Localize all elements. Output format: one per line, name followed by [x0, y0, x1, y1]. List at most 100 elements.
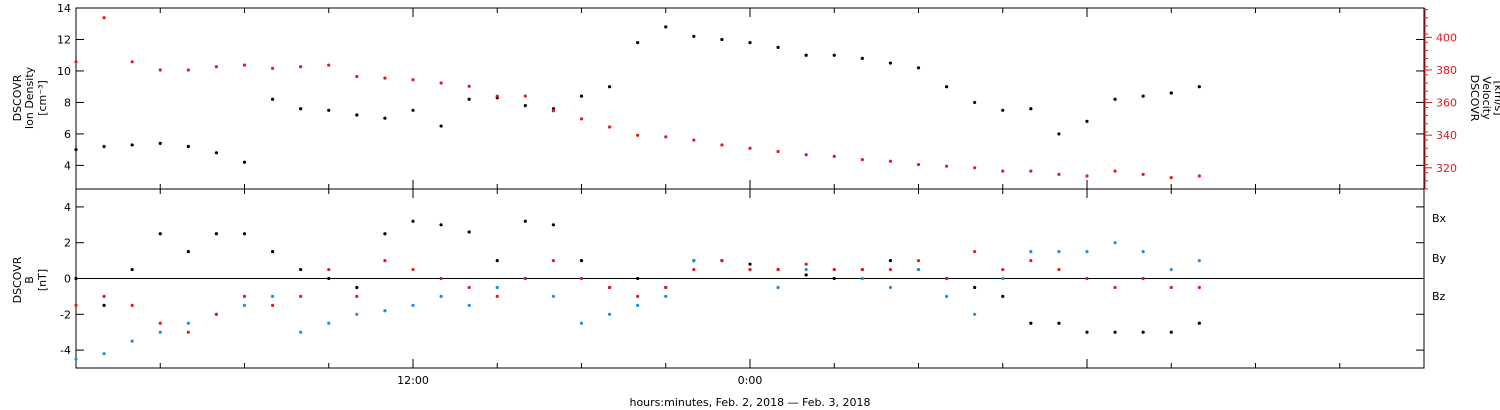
data-point — [748, 267, 752, 272]
data-point — [579, 259, 584, 263]
data-point — [636, 294, 640, 298]
data-point — [860, 56, 864, 60]
data-point — [299, 107, 303, 111]
legend-bz: Bz — [1432, 290, 1446, 303]
data-point — [158, 232, 162, 236]
data-point — [1085, 330, 1089, 334]
data-point — [186, 321, 190, 325]
bfield-axis-label-line2: B — [23, 276, 36, 284]
data-point — [355, 113, 359, 117]
data-point — [467, 230, 471, 234]
top-panel-frame — [75, 7, 1425, 190]
data-point — [355, 294, 359, 298]
data-point — [102, 352, 106, 356]
data-point — [748, 41, 752, 45]
data-point — [664, 135, 668, 139]
data-point — [439, 223, 443, 227]
data-point — [74, 357, 78, 361]
y-tick-label: 8 — [64, 96, 71, 109]
y-tick-label: 2 — [64, 237, 71, 250]
chart-marks: 4 6 8 10 12 14 320 340 360 380 400 12:00 0:00 -4 -2 0 2 4 — [57, 2, 1457, 387]
y-tick-label: 12 — [57, 33, 71, 46]
data-point — [916, 162, 921, 167]
data-point — [888, 285, 893, 290]
y-tick-label: -2 — [60, 308, 71, 321]
data-point — [1085, 174, 1089, 178]
data-point — [664, 25, 668, 29]
data-point — [523, 276, 527, 281]
data-point — [214, 232, 219, 236]
y-tick-label: -4 — [60, 344, 71, 357]
data-point — [1057, 321, 1061, 325]
data-point — [214, 312, 219, 316]
data-point — [1169, 330, 1173, 334]
data-point — [776, 45, 780, 49]
data-point — [411, 267, 415, 272]
data-point — [579, 117, 584, 121]
data-point — [327, 267, 331, 272]
data-point — [467, 285, 471, 290]
data-point — [944, 164, 949, 168]
data-point — [1057, 250, 1061, 254]
data-point — [607, 312, 612, 316]
data-point — [523, 103, 527, 108]
data-point — [355, 312, 359, 316]
data-point — [270, 66, 275, 70]
legend-bx: Bx — [1432, 212, 1447, 225]
data-point — [748, 262, 752, 266]
data-point — [383, 232, 387, 236]
data-point — [495, 259, 499, 263]
data-point — [692, 267, 696, 272]
data-point — [158, 330, 162, 334]
data-point — [636, 303, 640, 307]
data-point — [1029, 169, 1033, 173]
data-point — [439, 81, 443, 85]
data-point — [692, 138, 696, 142]
data-point — [1169, 175, 1173, 180]
data-point — [776, 267, 780, 272]
data-point — [944, 294, 949, 298]
y-tick-label: 6 — [64, 128, 71, 141]
y-tick-label: 4 — [64, 201, 71, 214]
data-point — [1113, 285, 1117, 290]
data-point — [158, 141, 162, 145]
data-point — [327, 276, 331, 281]
data-point — [832, 267, 836, 272]
bfield-axis-label-line1: DSCOVR — [11, 256, 24, 303]
data-point — [270, 294, 275, 298]
data-point — [186, 68, 190, 72]
data-point — [439, 294, 443, 298]
data-point — [973, 312, 977, 316]
data-point — [804, 262, 808, 266]
data-point — [692, 34, 696, 38]
data-point — [74, 60, 78, 64]
data-point — [720, 259, 724, 263]
data-point — [1141, 330, 1145, 334]
data-point — [1085, 250, 1089, 254]
data-point — [720, 143, 724, 147]
data-point — [242, 160, 247, 164]
density-axis-label-line1: DSCOVR — [11, 74, 24, 121]
data-point — [1197, 259, 1201, 263]
data-point — [776, 285, 780, 290]
data-point — [832, 276, 836, 281]
data-point — [916, 66, 921, 70]
data-point — [186, 144, 190, 149]
data-point — [467, 97, 471, 101]
data-point — [636, 276, 640, 281]
velocity-axis-label-line3: [km/s] — [1492, 80, 1500, 115]
data-point — [355, 285, 359, 290]
density-axis-label-line2: Ion Density — [23, 66, 36, 129]
data-point — [1141, 94, 1145, 98]
data-point — [973, 100, 977, 105]
data-point — [1141, 250, 1145, 254]
data-point — [1029, 321, 1033, 325]
data-point — [102, 16, 106, 20]
data-point — [607, 85, 612, 89]
data-point — [411, 108, 415, 112]
data-point — [242, 232, 247, 236]
data-point — [1113, 330, 1117, 334]
data-point — [804, 267, 808, 272]
bfield-axis-label-line3: [nT] — [36, 269, 49, 291]
data-point — [973, 250, 977, 254]
